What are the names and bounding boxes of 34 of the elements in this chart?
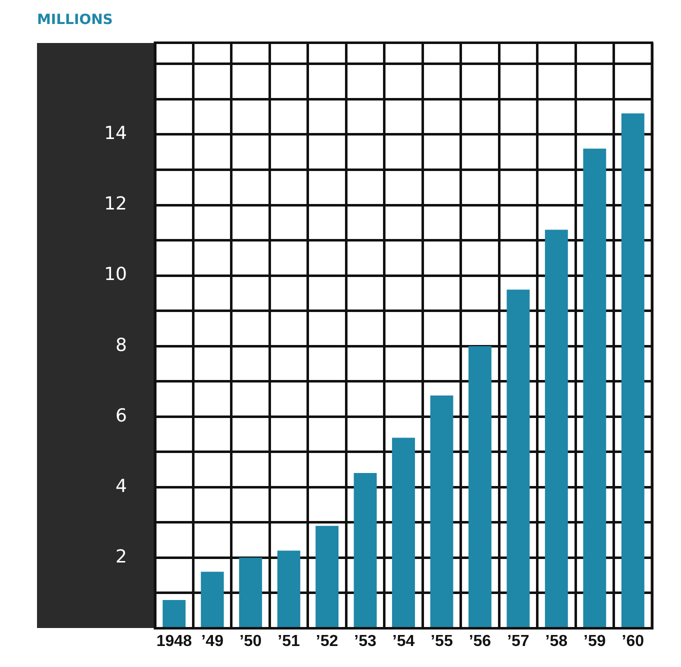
x-tick-label: ’58 (545, 633, 568, 650)
bar (621, 113, 644, 628)
y-tick-label: 2 (116, 546, 127, 568)
x-tick-label: ’52 (316, 633, 338, 650)
bar (468, 346, 492, 628)
bar (392, 438, 415, 628)
x-tick-label: ’56 (468, 633, 492, 650)
y-tick-label: 6 (116, 405, 127, 426)
y-tick-label: 4 (116, 476, 127, 497)
x-tick-label: ’60 (622, 633, 644, 650)
bar (162, 600, 186, 628)
x-tick-label: 1948 (156, 633, 192, 650)
x-tick-label: ’51 (278, 633, 300, 650)
bar (316, 526, 339, 628)
x-tick-label: ’54 (392, 633, 415, 650)
y-axis-title: MILLIONS (37, 12, 113, 28)
bar (506, 290, 530, 628)
x-tick-label: ’59 (584, 633, 606, 650)
x-tick-label: ’50 (239, 633, 262, 650)
bar (200, 572, 224, 628)
bar (430, 395, 454, 628)
bar (583, 148, 606, 628)
bar (354, 473, 377, 628)
y-tick-label: 10 (104, 264, 127, 286)
bar (544, 230, 568, 628)
x-tick-label: ’53 (354, 633, 376, 650)
bar (239, 558, 262, 628)
y-tick-label: 8 (116, 334, 127, 356)
y-tick-label: 12 (104, 194, 127, 215)
x-tick-label: ’49 (201, 633, 224, 650)
y-tick-label: 14 (104, 123, 127, 144)
x-tick-label: ’57 (507, 633, 530, 650)
bar (277, 550, 300, 628)
x-tick-label: ’55 (430, 633, 453, 650)
